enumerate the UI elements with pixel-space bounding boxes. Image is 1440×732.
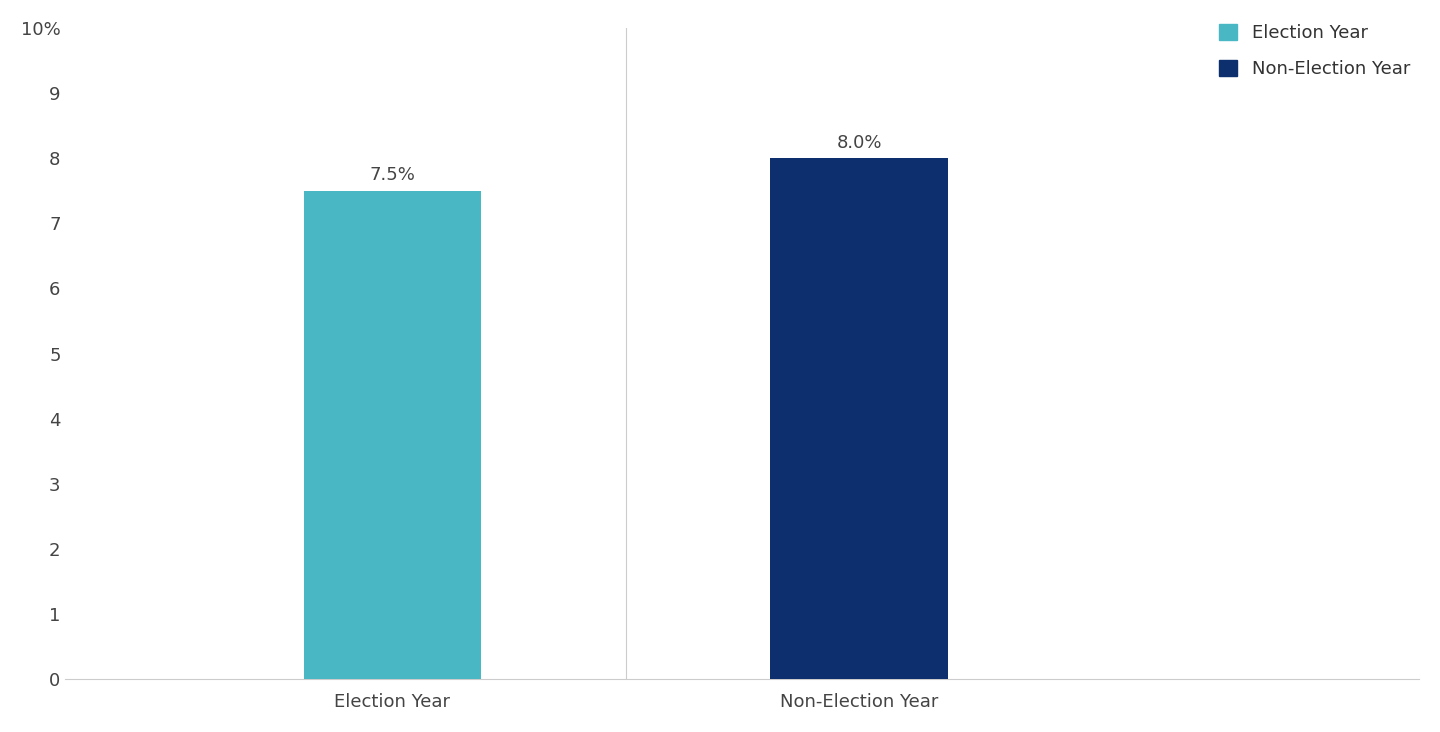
Text: 7.5%: 7.5% (369, 166, 415, 184)
Text: 8.0%: 8.0% (837, 134, 881, 152)
Bar (770, 158, 948, 679)
Legend: Election Year, Non-Election Year: Election Year, Non-Election Year (1220, 24, 1410, 78)
Bar (304, 191, 481, 679)
